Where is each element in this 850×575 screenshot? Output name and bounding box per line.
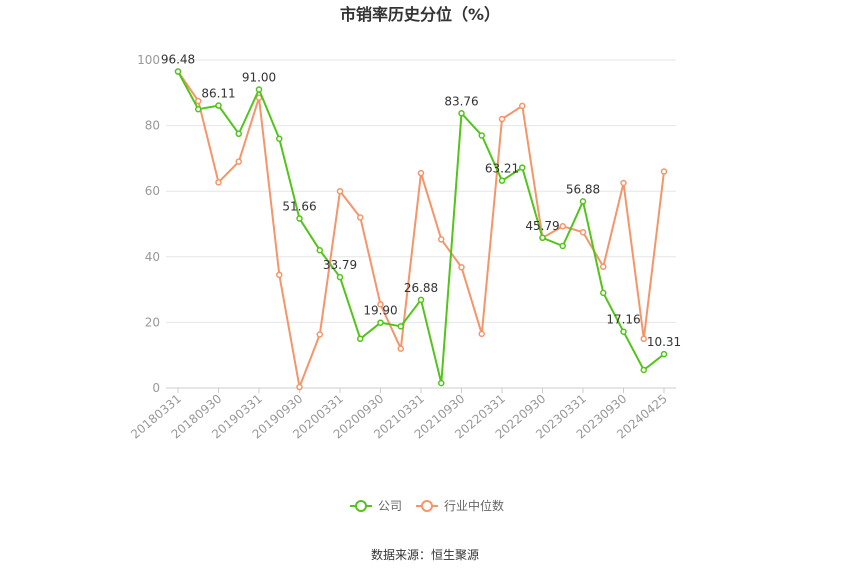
data-point	[600, 263, 607, 270]
data-label: 96.48	[161, 53, 195, 67]
data-label: 91.00	[242, 71, 276, 85]
series-line	[177, 70, 665, 388]
data-label: 26.88	[404, 281, 438, 295]
data-point	[357, 335, 364, 343]
x-axis: 2018033120180930201903312019093020200331…	[128, 388, 670, 442]
data-point	[579, 228, 587, 236]
data-point	[620, 179, 627, 187]
legend-marker	[421, 500, 433, 512]
data-point	[498, 177, 506, 184]
data-point	[397, 323, 404, 330]
y-tick-label: 20	[145, 315, 160, 329]
data-point	[559, 242, 566, 250]
data-point	[559, 223, 566, 230]
data-point	[579, 198, 587, 205]
legend-label: 行业中位数	[444, 498, 504, 513]
data-label: 17.16	[606, 313, 640, 327]
y-tick-label: 60	[145, 184, 160, 198]
source-note: 数据来源：恒生聚源	[371, 547, 479, 562]
data-point	[195, 97, 202, 105]
data-point	[519, 164, 526, 171]
data-point	[276, 135, 283, 142]
data-label: 83.76	[444, 94, 478, 108]
plot-area	[174, 68, 668, 391]
legend[interactable]: 公司 行业中位数	[350, 498, 504, 513]
data-label: 33.79	[323, 258, 357, 272]
data-point	[478, 330, 485, 338]
series-line	[177, 71, 665, 385]
grid-lines	[166, 59, 676, 389]
y-tick-label: 0	[152, 381, 160, 395]
y-tick-label: 100	[137, 53, 160, 67]
y-tick-label: 40	[145, 250, 160, 264]
data-point	[357, 214, 364, 221]
data-point	[336, 273, 344, 281]
data-point	[174, 68, 182, 75]
data-point	[660, 350, 668, 358]
data-point	[235, 130, 242, 138]
data-label: 51.66	[282, 200, 316, 214]
data-point	[377, 319, 384, 326]
data-point	[417, 296, 425, 304]
data-point	[316, 246, 323, 254]
legend-label: 公司	[378, 499, 402, 513]
data-point	[438, 236, 445, 243]
data-point	[640, 366, 647, 374]
data-point	[498, 115, 506, 123]
data-point	[478, 132, 485, 139]
data-point	[600, 289, 607, 297]
data-point	[519, 102, 526, 110]
chart-title: 市销率历史分位（%）	[340, 5, 500, 24]
data-point	[539, 234, 546, 242]
data-point	[296, 383, 303, 391]
data-point	[397, 345, 404, 352]
data-label: 56.88	[566, 182, 600, 196]
data-point	[296, 215, 303, 222]
data-point	[660, 168, 668, 175]
data-label: 19.90	[363, 304, 397, 318]
data-label: 10.31	[647, 335, 681, 349]
data-point	[276, 271, 283, 279]
data-point	[195, 105, 202, 113]
data-point	[458, 264, 465, 271]
data-label: 45.79	[525, 219, 559, 233]
data-point	[640, 335, 647, 343]
data-point	[215, 179, 222, 186]
data-point	[255, 86, 263, 93]
data-point	[377, 301, 384, 308]
data-label: 86.11	[201, 87, 235, 101]
y-tick-label: 80	[145, 119, 160, 133]
data-point	[417, 169, 425, 177]
data-point	[458, 110, 465, 117]
data-point	[215, 102, 222, 109]
legend-item[interactable]: 公司	[350, 499, 402, 513]
data-point	[235, 158, 242, 165]
legend-marker	[355, 500, 367, 512]
data-point	[438, 379, 445, 387]
data-label: 63.21	[485, 162, 519, 176]
data-point	[620, 328, 627, 335]
data-point	[316, 331, 323, 338]
data-labels: 96.48 86.11 91.00 51.66 33.79 19.90 26.88 83.76…	[161, 53, 681, 350]
y-axis: 0 20 40 60 80 100	[137, 53, 160, 395]
data-point	[336, 187, 344, 195]
legend-item[interactable]: 行业中位数	[416, 498, 504, 513]
